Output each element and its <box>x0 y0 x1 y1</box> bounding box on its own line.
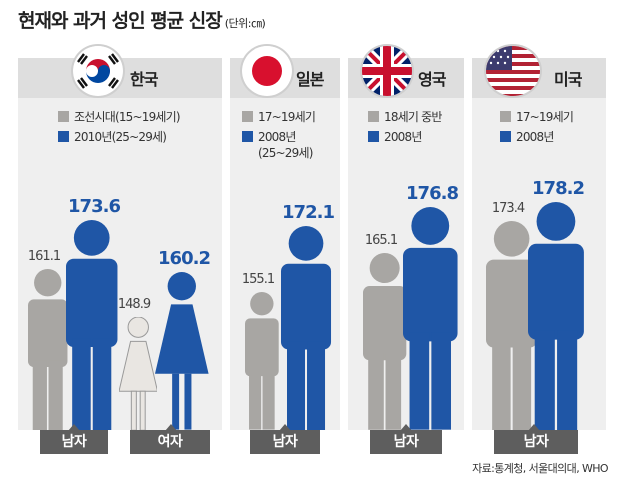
chart-title: 현재와 과거 성인 평균 신장 (단위:㎝) <box>18 10 266 32</box>
label-korea-male: 남자 <box>40 430 108 454</box>
figure-present <box>155 272 209 434</box>
legend-now-korea: 2010년(25~29세) <box>58 130 167 144</box>
country-label-japan: 일본 <box>296 70 324 89</box>
country-label-korea: 한국 <box>130 70 158 89</box>
label-korea-female: 여자 <box>130 430 210 454</box>
figure-present <box>279 225 333 434</box>
value-label-past: 155.1 <box>241 272 275 288</box>
bar-pointer <box>400 424 412 431</box>
figure-present <box>526 201 586 434</box>
legend-past-korea: 조선시대(15~19세기) <box>58 110 181 124</box>
past-swatch-icon <box>500 111 511 122</box>
source-note: 자료:통계청, 서울대의대, WHO <box>472 462 609 475</box>
figure-past <box>118 316 158 434</box>
label-uk-male: 남자 <box>370 430 442 454</box>
bar-pointer <box>528 424 540 431</box>
legend-now-uk: 2008년 <box>368 130 422 144</box>
legend-now-japan-note: (25~29세) <box>258 146 313 160</box>
bar-pointer <box>68 424 80 431</box>
legend-now-japan: 2008년 <box>242 130 296 144</box>
korea-flag-icon <box>73 46 123 96</box>
unit-label: (단위:㎝) <box>224 17 266 30</box>
value-label-present: 178.2 <box>532 177 585 199</box>
bar-pointer <box>279 424 291 431</box>
value-label-present: 176.8 <box>406 183 459 205</box>
figure-past <box>361 253 408 434</box>
legend-past-usa: 17~19세기 <box>500 110 574 124</box>
usa-flag-icon <box>486 46 540 96</box>
value-label-past: 161.1 <box>27 248 61 264</box>
figure-past <box>484 220 539 434</box>
figure-past <box>26 268 69 434</box>
uk-flag-icon <box>362 46 412 96</box>
legend-now-usa: 2008년 <box>500 130 554 144</box>
figure-past <box>243 292 281 434</box>
value-label-past: 165.1 <box>364 233 398 249</box>
legend-past-uk: 18세기 중반 <box>368 110 442 124</box>
value-label-present: 160.2 <box>158 248 211 270</box>
value-label-past: 148.9 <box>117 296 151 312</box>
legend-past-japan: 17~19세기 <box>242 110 316 124</box>
present-swatch-icon <box>368 131 379 142</box>
value-label-present: 172.1 <box>282 201 335 223</box>
country-label-uk: 영국 <box>418 70 446 89</box>
label-usa-male: 남자 <box>494 430 578 454</box>
japan-flag-icon <box>242 46 292 96</box>
past-swatch-icon <box>368 111 379 122</box>
country-label-usa: 미국 <box>554 70 582 89</box>
past-swatch-icon <box>242 111 253 122</box>
present-swatch-icon <box>500 131 511 142</box>
figure-present <box>401 207 460 434</box>
value-label-present: 173.6 <box>68 195 121 217</box>
value-label-past: 173.4 <box>491 200 525 216</box>
present-swatch-icon <box>58 131 69 142</box>
bar-pointer <box>165 424 177 431</box>
label-japan-male: 남자 <box>250 430 320 454</box>
past-swatch-icon <box>58 111 69 122</box>
figure-present <box>64 219 119 434</box>
present-swatch-icon <box>242 131 253 142</box>
